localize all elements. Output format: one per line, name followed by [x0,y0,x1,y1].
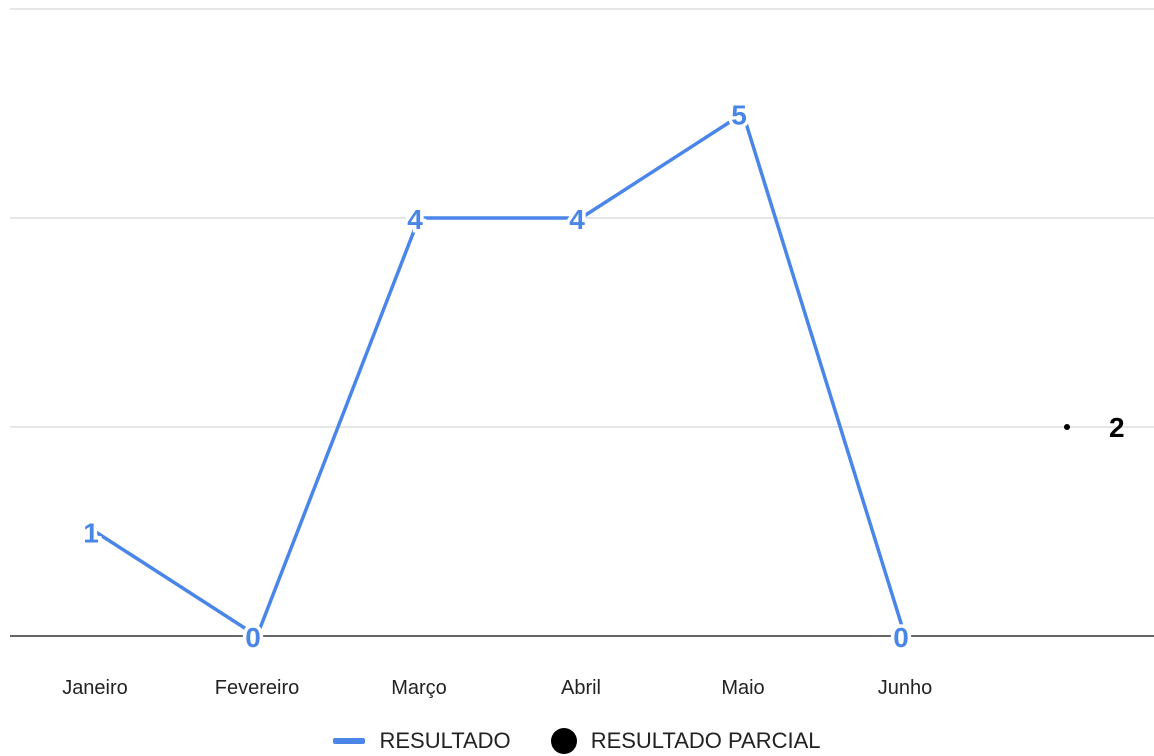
data-point [1064,424,1070,430]
legend-item-resultado-parcial[interactable]: RESULTADO PARCIAL [550,728,821,754]
x-tick-label: Maio [721,677,764,699]
data-label-halo: 1 [83,518,99,549]
legend-item-resultado[interactable]: RESULTADO [333,728,511,754]
legend-dot-swatch [550,728,577,754]
x-tick-label: Junho [878,677,933,699]
data-label-halo: 4 [569,204,585,235]
data-label: 4 [569,204,585,235]
x-tick-label: Março [391,677,447,699]
data-label: 1 [83,518,99,549]
data-label: 2 [1109,412,1125,443]
legend-label-resultado-parcial: RESULTADO PARCIAL [590,728,821,753]
series-line-0 [93,111,907,638]
data-label-halo: 0 [245,622,261,653]
series-lines [93,111,907,638]
data-points [1064,424,1070,430]
data-label: 4 [407,204,423,235]
x-tick-label: Abril [561,677,601,699]
data-label-halo: 5 [731,100,747,131]
legend: RESULTADO RESULTADO PARCIAL [0,726,1154,756]
data-label-halo: 0 [893,622,909,653]
data-label: 5 [731,100,747,131]
x-tick-label: Fevereiro [215,677,299,699]
data-label: 0 [893,622,909,653]
data-label: 0 [245,622,261,653]
x-tick-label: Janeiro [62,677,128,699]
legend-label-resultado: RESULTADO [379,728,511,753]
legend-line-swatch [333,738,366,744]
x-tick-labels: Janeiro Fevereiro Março Abril Maio Junho [62,677,932,699]
data-label-halo: 4 [407,204,423,235]
